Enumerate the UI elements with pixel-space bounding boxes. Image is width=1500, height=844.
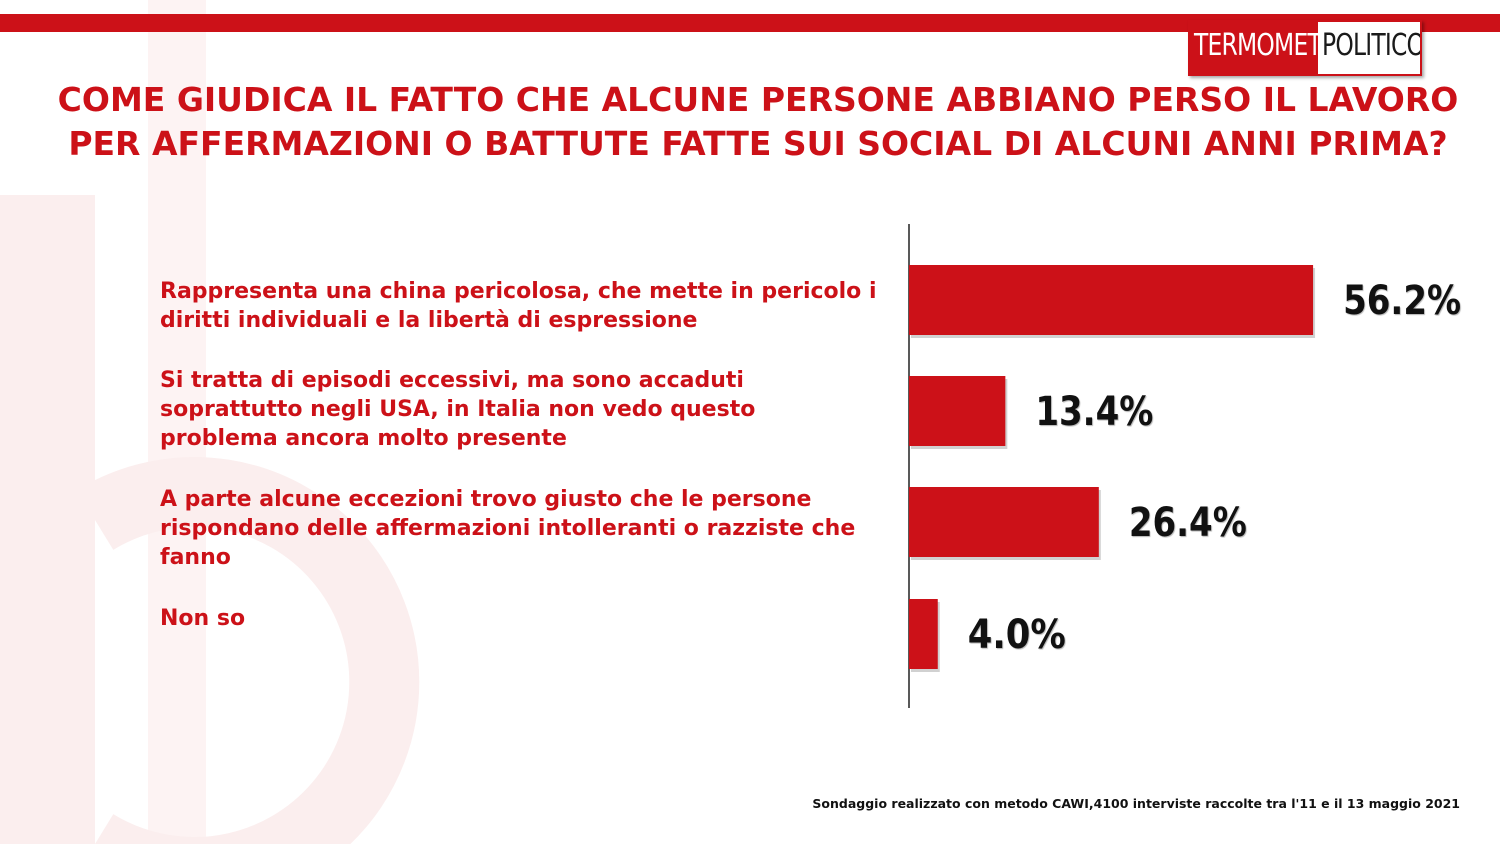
survey-footnote: Sondaggio realizzato con metodo CAWI,410… bbox=[812, 796, 1460, 811]
data-label-2: 13.4% bbox=[1035, 389, 1153, 435]
data-label-3: 26.4% bbox=[1129, 500, 1247, 546]
data-label-4: 4.0% bbox=[968, 612, 1066, 658]
top-accent-bar bbox=[0, 14, 1500, 32]
logo-text-right: POLITICO bbox=[1322, 28, 1420, 63]
bar-4 bbox=[909, 599, 938, 669]
chart-title: COME GIUDICA IL FATTO CHE ALCUNE PERSONE… bbox=[57, 80, 1459, 163]
category-label-1: Rappresenta una china pericolosa, che me… bbox=[160, 279, 877, 333]
logo-text-left: TERMOMETRO bbox=[1194, 28, 1318, 63]
category-label-4: Non so bbox=[160, 606, 246, 631]
bar-3 bbox=[909, 487, 1099, 557]
category-label-3: A parte alcune eccezioni trovo giusto ch… bbox=[160, 487, 856, 570]
bar-2 bbox=[909, 376, 1006, 446]
bar-1 bbox=[909, 265, 1314, 335]
data-label-1: 56.2% bbox=[1343, 278, 1461, 324]
termometro-politico-logo: TERMOMETRO POLITICO bbox=[1188, 20, 1422, 76]
category-label-2: Si tratta di episodi eccessivi, ma sono … bbox=[160, 368, 756, 451]
